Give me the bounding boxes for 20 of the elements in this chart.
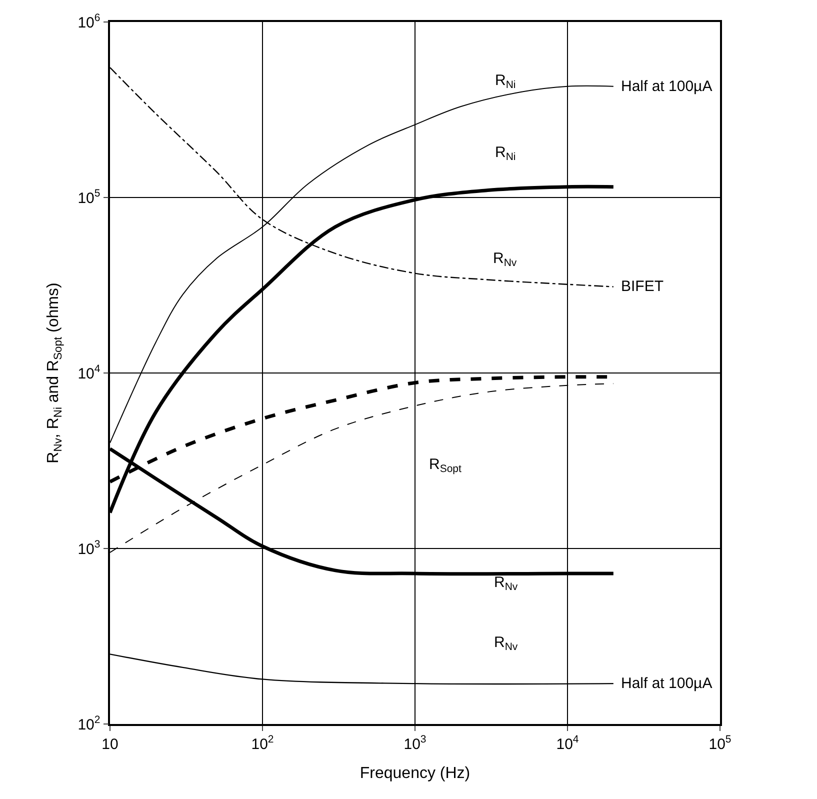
- x-tick-label: 10$^{5}$: [708, 733, 732, 753]
- x-tick-label: 10$^{2}$: [251, 733, 274, 753]
- x-axis-title: Frequency (Hz): [360, 764, 470, 782]
- x-tick-label: 10$^{4}$: [556, 733, 579, 753]
- annotation: R$_{Ni}$: [495, 72, 516, 92]
- annotation: R$_{Nv}$: [493, 250, 518, 270]
- x-tick-label: 10$^{3}$: [404, 733, 426, 753]
- y-tick-label: 10$^{3}$: [78, 538, 100, 558]
- y-tick-label: 10$^{4}$: [78, 362, 100, 382]
- series-label: Half at 100µA: [621, 78, 712, 95]
- y-tick-label: 10$^{5}$: [78, 187, 100, 207]
- series-label: BIFET: [621, 278, 664, 295]
- y-tick-label: 10$^{2}$: [78, 714, 100, 734]
- series-label: Half at 100µA: [621, 675, 712, 692]
- annotation: R$_{Ni}$: [495, 144, 516, 164]
- y-tick-label: 10$^{6}$: [78, 12, 100, 32]
- annotation: R$_{Nv}$: [494, 634, 518, 654]
- x-tick-label: 10: [102, 736, 118, 753]
- annotation: R$_{Nv}$: [494, 574, 518, 594]
- annotation: R$_{Sopt}$: [429, 456, 462, 476]
